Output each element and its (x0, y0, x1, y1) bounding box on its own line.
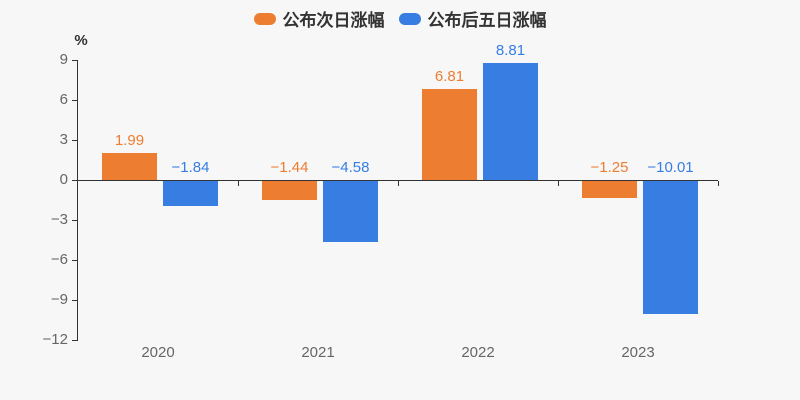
y-axis-tick-label: −9 (50, 291, 68, 308)
legend-label: 公布后五日涨幅 (427, 11, 547, 30)
y-axis-unit-label: % (74, 32, 88, 49)
x-axis-tick (718, 181, 719, 186)
legend-item-next-day[interactable]: 公布次日涨幅 (253, 6, 385, 31)
y-axis-tick (72, 100, 78, 101)
legend-label: 公布次日涨幅 (282, 11, 385, 30)
y-axis-tick-label: 6 (59, 91, 68, 108)
y-axis-tick (72, 340, 78, 341)
y-axis-tick (72, 260, 78, 261)
y-axis-tick (72, 140, 78, 141)
x-axis-tick (398, 181, 399, 186)
x-axis-tick (238, 181, 239, 186)
y-axis-tick-label: −12 (42, 331, 68, 348)
y-axis-line (77, 60, 78, 341)
y-axis-tick (72, 60, 78, 61)
legend-item-five-day[interactable]: 公布后五日涨幅 (398, 6, 547, 31)
bar-公布后五日涨幅-2020[interactable] (163, 181, 218, 206)
category-label: 2022 (461, 344, 495, 361)
bar-公布后五日涨幅-2021[interactable] (323, 181, 378, 243)
category-label: 2023 (621, 344, 655, 361)
legend-swatch-orange-icon (253, 12, 276, 25)
x-axis-tick (558, 181, 559, 186)
value-label: −1.84 (171, 159, 210, 176)
legend: 公布次日涨幅 公布后五日涨幅 (0, 6, 800, 31)
y-axis-tick (72, 300, 78, 301)
y-axis-tick (72, 220, 78, 221)
bar-公布次日涨幅-2021[interactable] (262, 181, 317, 201)
bar-公布次日涨幅-2023[interactable] (582, 181, 637, 198)
category-label: 2021 (301, 344, 335, 361)
bar-公布后五日涨幅-2023[interactable] (643, 181, 698, 315)
y-axis-tick-label: −3 (50, 211, 68, 228)
bar-公布后五日涨幅-2022[interactable] (483, 62, 538, 180)
y-axis-tick-label: 3 (59, 131, 68, 148)
value-label: −1.44 (270, 159, 309, 176)
y-axis-tick (72, 180, 78, 181)
category-label: 2020 (141, 344, 175, 361)
x-axis-zero-line (78, 180, 718, 181)
y-axis-tick-label: 0 (59, 171, 68, 188)
bar-公布次日涨幅-2020[interactable] (102, 153, 157, 180)
y-axis-tick-label: 9 (59, 51, 68, 68)
value-label: −4.58 (331, 159, 370, 176)
legend-swatch-blue-icon (398, 12, 421, 25)
value-label: −10.01 (647, 159, 694, 176)
bar-公布次日涨幅-2022[interactable] (422, 89, 477, 180)
value-label: 1.99 (114, 132, 145, 150)
value-label: 8.81 (495, 41, 526, 59)
y-axis-tick-label: −6 (50, 251, 68, 268)
value-label: 6.81 (434, 68, 465, 86)
value-label: −1.25 (590, 159, 629, 176)
